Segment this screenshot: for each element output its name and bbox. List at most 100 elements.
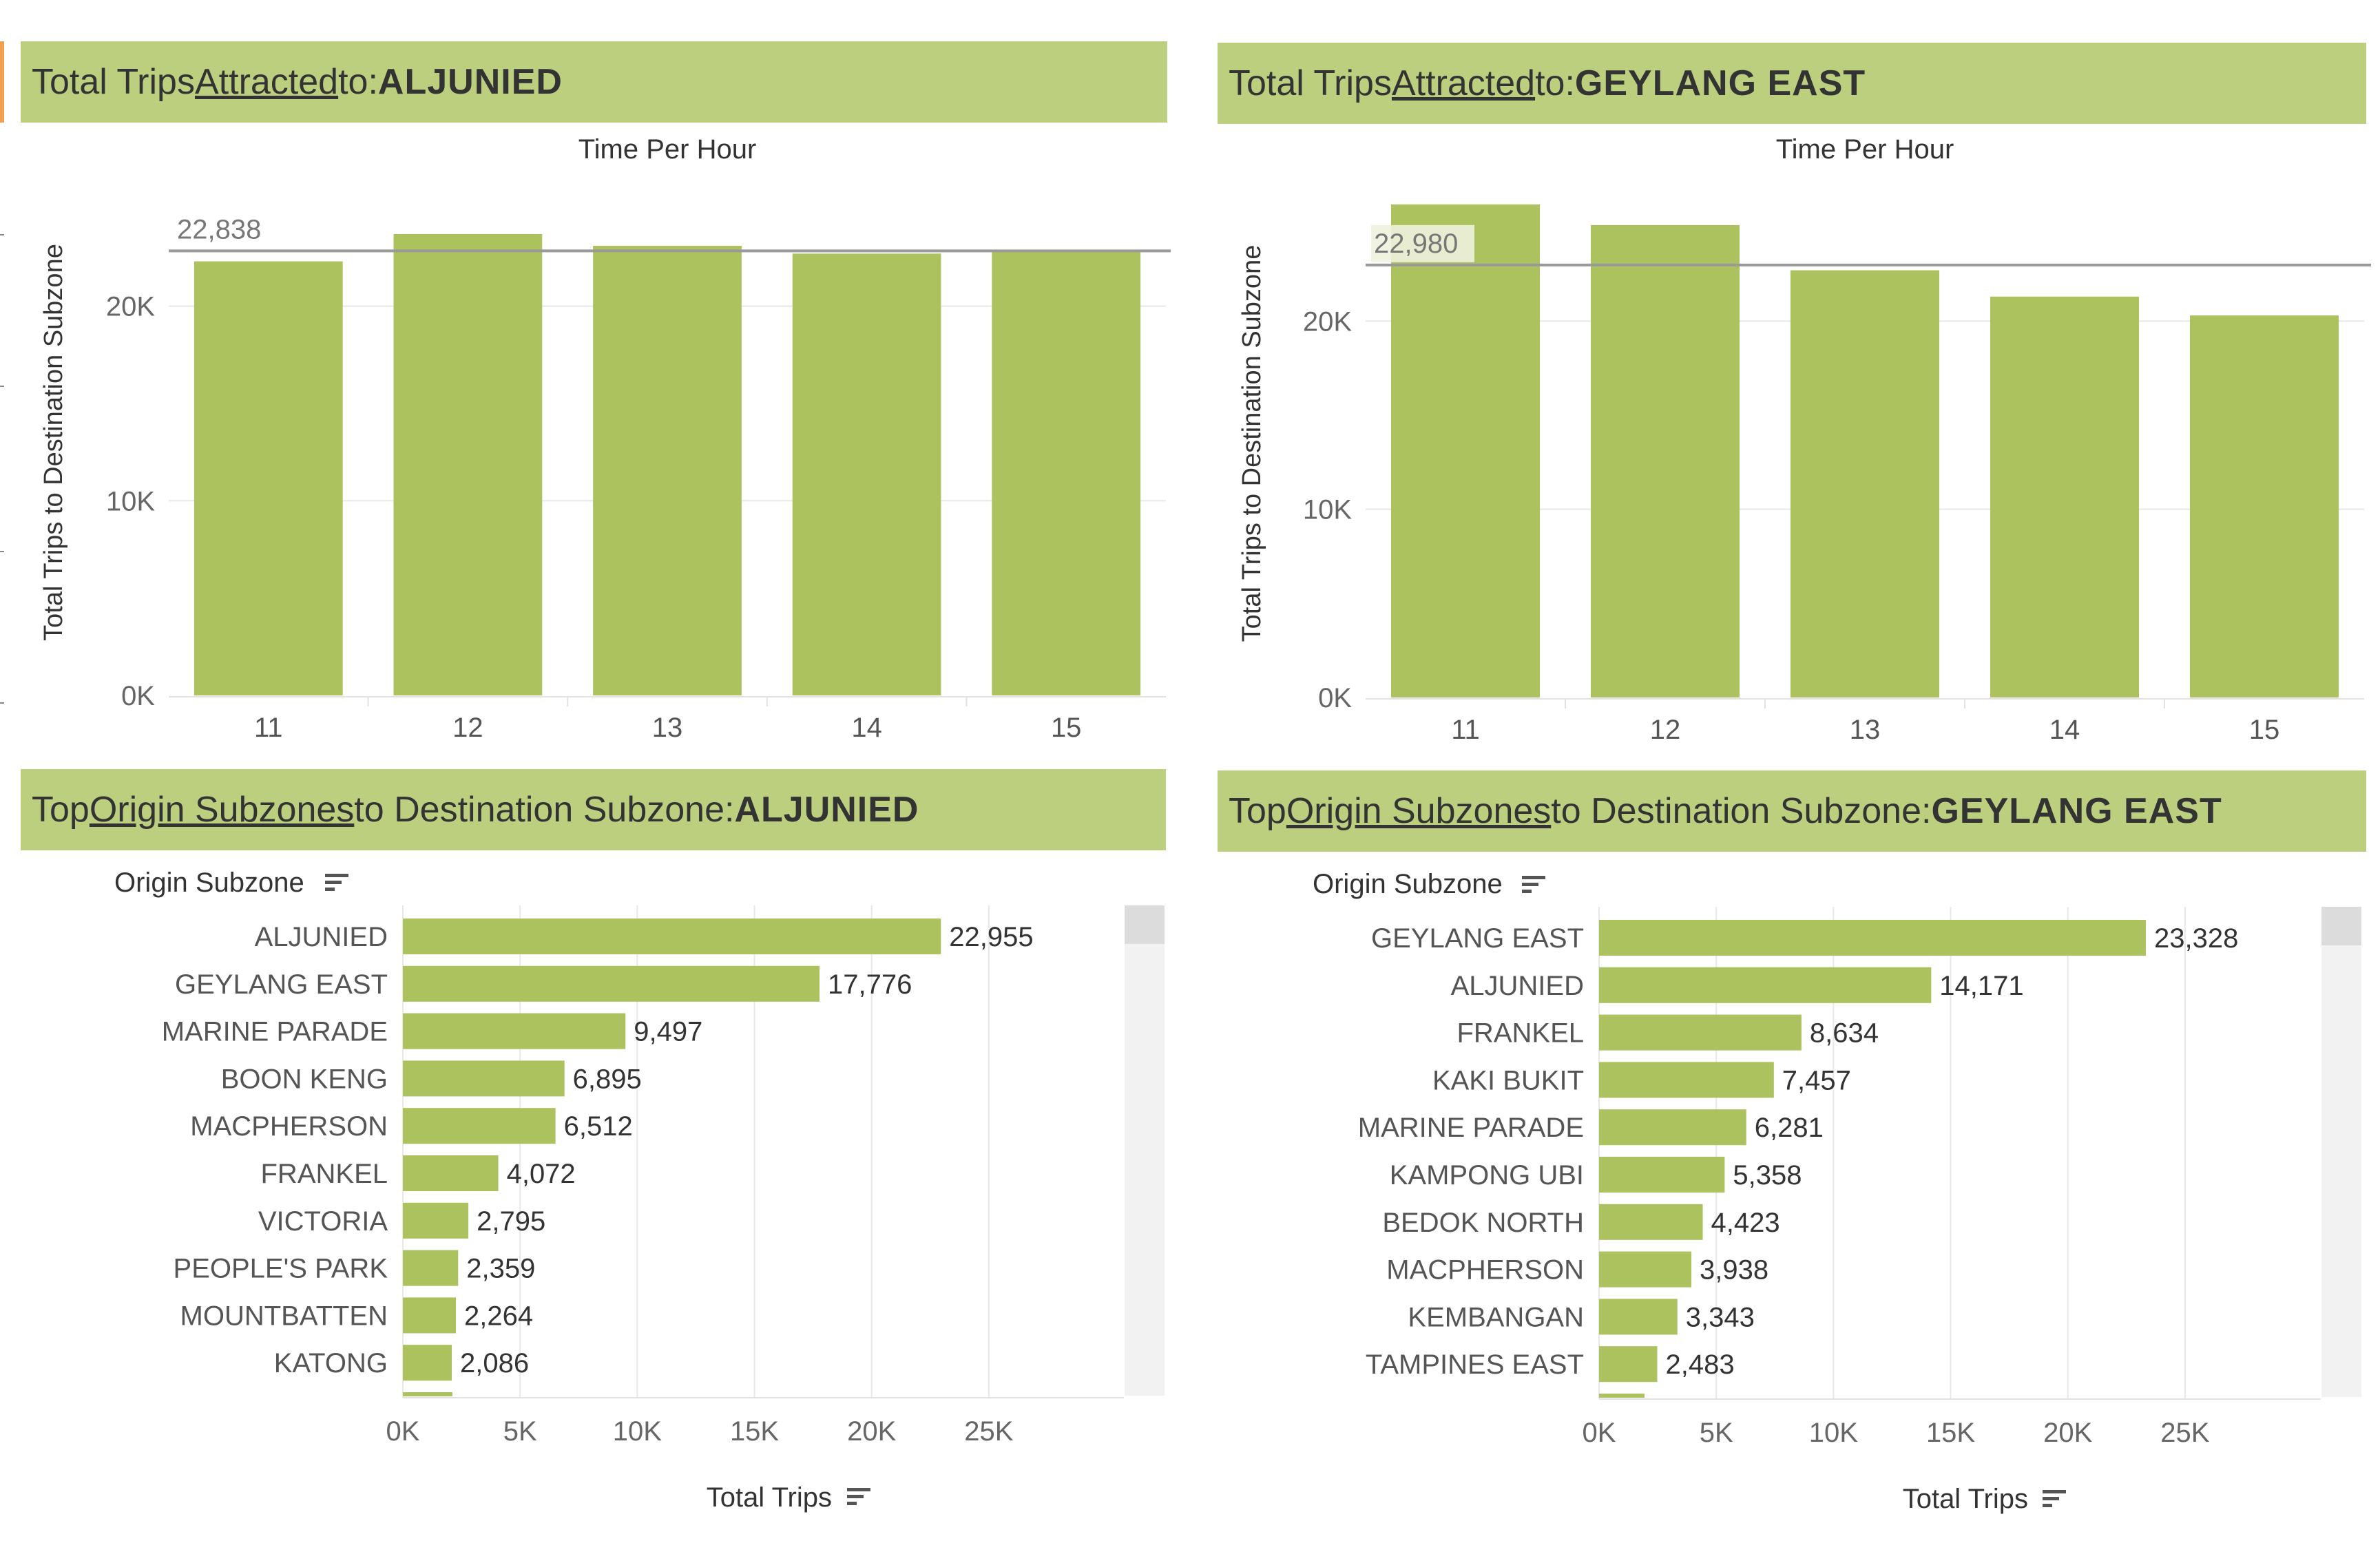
bar [1599, 1109, 1746, 1146]
bl-title-dest: ALJUNIED [734, 790, 919, 830]
bar [1599, 1346, 1658, 1383]
category-label: TAMPINES EAST [1366, 1350, 1584, 1380]
sort-descending-icon[interactable] [847, 1485, 872, 1510]
x-tick-label: 0K [386, 1416, 420, 1447]
category-label: BEDOK NORTH [1382, 1208, 1584, 1238]
bar [1599, 1157, 1725, 1193]
data-label: 4,072 [507, 1159, 576, 1189]
x-tick-label: 13 [652, 713, 683, 743]
bar [403, 1060, 565, 1097]
data-label: 5,358 [1733, 1160, 1802, 1190]
bar [194, 261, 343, 695]
x-tick-label: 11 [1451, 715, 1480, 745]
bar [393, 234, 543, 695]
bar [403, 965, 820, 1002]
bl-title-prefix: Top [32, 790, 90, 830]
bar [2189, 315, 2339, 698]
category-label: ALJUNIED [1451, 971, 1584, 1001]
br-scrollbar-thumb[interactable] [2321, 907, 2361, 945]
bar [403, 1108, 556, 1144]
tr-title-link[interactable]: Attracted [1391, 63, 1536, 103]
category-label: KAKI BUKIT [1432, 1065, 1584, 1095]
bl-title-link[interactable]: Origin Subzones [89, 790, 355, 830]
sort-descending-icon[interactable] [2043, 1487, 2067, 1512]
br-title-dest: GEYLANG EAST [1931, 791, 2222, 831]
bar [1790, 270, 1940, 697]
tl-title-link[interactable]: Attracted [194, 62, 339, 102]
x-tick-label: 15 [1051, 713, 1082, 743]
bar [403, 1013, 626, 1049]
x-tick-label: 14 [2049, 715, 2080, 745]
data-label: 9,497 [634, 1017, 702, 1047]
x-axis-title: Total Trips [1903, 1484, 2028, 1514]
bar [1599, 1062, 1774, 1098]
data-label: 2,264 [464, 1301, 533, 1331]
br-title-banner: Top Origin Subzones to Destination Subzo… [1218, 770, 2366, 852]
data-label: 8,634 [1810, 1018, 1879, 1049]
tl-title-mid: to: [338, 62, 378, 102]
bl-scrollbar[interactable] [1125, 905, 1165, 1396]
sort-descending-icon[interactable] [1522, 873, 1547, 898]
br-scrollbar[interactable] [2321, 907, 2361, 1397]
x-tick-label: 25K [2160, 1418, 2209, 1448]
bar [1599, 1014, 1802, 1051]
y-tick-label: 0K [121, 681, 155, 711]
x-tick-label: 20K [847, 1416, 896, 1447]
category-label: BOON KENG [221, 1064, 388, 1094]
data-label: 14,171 [1939, 971, 2023, 1001]
reference-label: 22,838 [177, 214, 261, 244]
data-label: 2,483 [1666, 1350, 1735, 1380]
tr-title-banner: Total Trips Attracted to: GEYLANG EAST [1218, 43, 2366, 124]
bar [1599, 1251, 1692, 1288]
x-axis-title: Time Per Hour [578, 134, 757, 165]
x-axis-title: Total Trips [707, 1482, 832, 1513]
bar [403, 1345, 452, 1381]
category-label: KATONG [274, 1348, 388, 1378]
data-label: 3,343 [1686, 1302, 1755, 1332]
x-tick-label: 15K [1926, 1418, 1975, 1448]
br-title-link[interactable]: Origin Subzones [1286, 791, 1552, 831]
br-title-prefix: Top [1229, 791, 1286, 831]
tl-hourly-bar-chart: Time Per Hour Total Trips to Destination … [39, 134, 1171, 743]
y-tick-label: 20K [1303, 306, 1352, 337]
data-label: 2,086 [460, 1348, 529, 1378]
bar [403, 1250, 459, 1286]
bl-title-mid: to Destination Subzone: [354, 790, 735, 830]
data-label: 17,776 [828, 969, 912, 1000]
bar-partial [1599, 1394, 1645, 1398]
data-label: 2,795 [477, 1206, 545, 1237]
bar [1990, 296, 2140, 697]
bl-scrollbar-thumb[interactable] [1125, 905, 1165, 944]
bl-origin-bar-chart: Origin Subzone 0K 5K 10K 15K 20K 25K Total Trip… [114, 868, 1124, 1513]
row-header-label: Origin Subzone [114, 868, 304, 898]
y-axis-title: Total Trips to Destination Subzone [39, 244, 68, 641]
x-axis-title: Time Per Hour [1776, 134, 1954, 165]
bar [403, 1297, 457, 1334]
reference-label-box [1371, 224, 1474, 262]
category-label: MACPHERSON [1386, 1255, 1584, 1285]
x-tick-label: 10K [1809, 1418, 1858, 1448]
tl-title-banner: Total Trips Attracted to: ALJUNIED [21, 41, 1167, 123]
tr-hourly-bar-chart: Time Per Hour Total Trips to Destination … [1238, 134, 2371, 745]
x-tick-label: 12 [452, 713, 483, 743]
edge-accent [0, 41, 4, 123]
tl-title-dest: ALJUNIED [377, 62, 563, 102]
data-label: 7,457 [1782, 1065, 1851, 1095]
x-tick-label: 25K [964, 1416, 1013, 1447]
category-label: PEOPLE'S PARK [174, 1254, 388, 1284]
data-label: 3,938 [1700, 1255, 1768, 1285]
category-label: GEYLANG EAST [175, 969, 388, 1000]
data-label: 2,359 [466, 1254, 535, 1284]
bar [1599, 1299, 1678, 1335]
sort-descending-icon[interactable] [325, 871, 350, 896]
bar [1390, 204, 1541, 697]
bar [593, 245, 742, 695]
category-label: MACPHERSON [190, 1111, 388, 1142]
data-label: 4,423 [1711, 1208, 1780, 1238]
x-tick-label: 15 [2249, 715, 2280, 745]
left-edge-ruler [0, 227, 4, 709]
x-tick-label: 11 [254, 713, 283, 743]
bar [792, 253, 941, 695]
bar-partial [403, 1392, 452, 1396]
bar [1590, 224, 1740, 697]
